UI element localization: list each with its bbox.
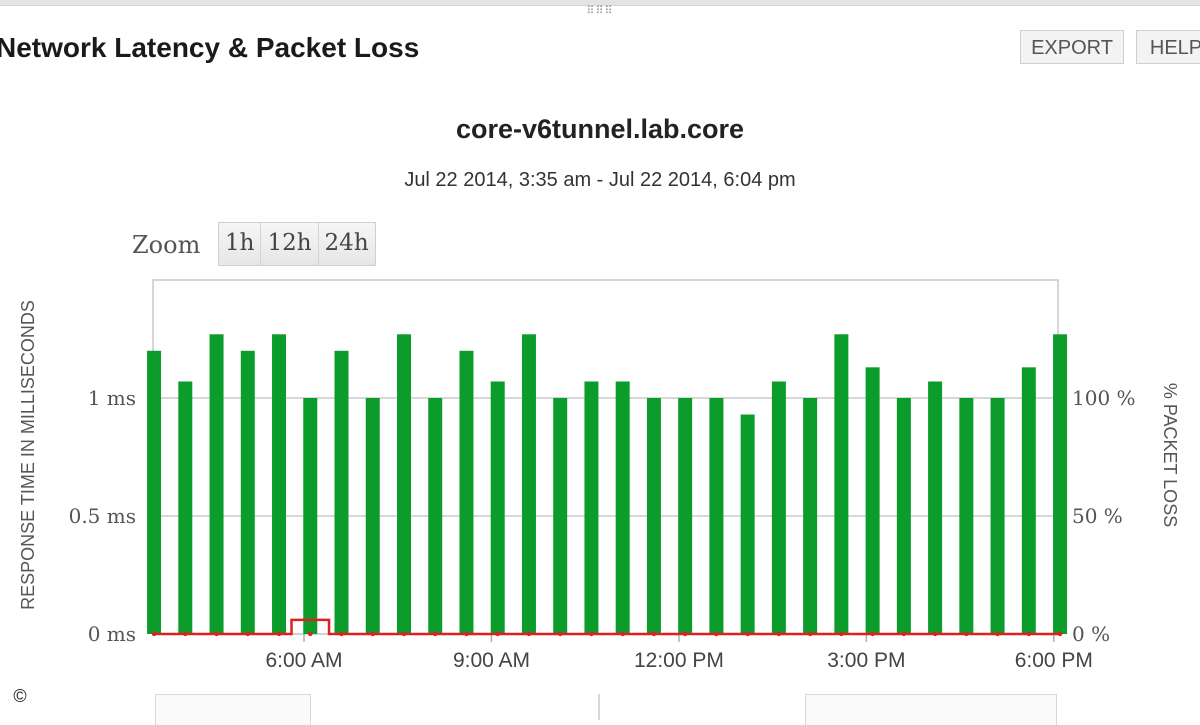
packet-loss-line — [154, 618, 1061, 636]
latency-bar — [1021, 367, 1036, 634]
y2-tick-label: 50 % — [1072, 504, 1123, 528]
packet-loss-point — [620, 631, 625, 637]
packet-loss-point — [932, 631, 938, 637]
packet-loss-point — [807, 631, 813, 637]
x-tick-label: 9:00 AM — [453, 649, 530, 672]
x-tick-label: 12:00 PM — [634, 649, 724, 672]
packet-loss-point — [870, 631, 875, 637]
latency-bar — [803, 398, 818, 634]
packet-loss-point — [1026, 631, 1032, 637]
packet-loss-point — [276, 631, 282, 637]
packet-loss-point — [245, 631, 250, 637]
packet-loss-point — [370, 631, 375, 637]
packet-loss-point — [1057, 631, 1063, 637]
latency-bar — [240, 350, 255, 634]
latency-bar — [459, 350, 474, 634]
zoom-button-group: 1h 12h 24h — [218, 222, 376, 266]
latency-bar — [678, 398, 693, 634]
latency-bar — [709, 398, 724, 634]
bottom-panel-right — [805, 694, 1057, 725]
export-button[interactable]: EXPORT — [1020, 30, 1124, 64]
packet-loss-point — [839, 631, 844, 637]
plot-area-frame — [152, 279, 1059, 635]
packet-loss-point — [745, 631, 750, 637]
bottom-divider — [598, 694, 600, 720]
latency-bar — [272, 334, 287, 634]
panel-top-border — [0, 0, 1200, 6]
packet-loss-point — [651, 631, 657, 637]
bottom-panel-left — [155, 694, 311, 725]
latency-bar — [178, 381, 193, 634]
packet-loss-point — [901, 631, 907, 637]
y-tick-label: 0.5 ms — [69, 504, 136, 528]
packet-loss-point — [433, 631, 438, 637]
packet-loss-point — [151, 631, 157, 637]
zoom-1h-button[interactable]: 1h — [219, 223, 262, 265]
packet-loss-point — [214, 631, 219, 637]
packet-loss-point — [495, 631, 500, 637]
packet-loss-point — [558, 631, 563, 637]
packet-loss-point — [964, 631, 969, 637]
panel-title: Network Latency & Packet Loss — [0, 32, 420, 63]
drag-handle-icon[interactable]: ⠿⠿⠿ — [586, 5, 614, 17]
x-tick-label: 6:00 AM — [265, 649, 342, 672]
y2-axis-title: % PACKET LOSS — [1160, 383, 1180, 527]
help-button[interactable]: HELP — [1136, 30, 1200, 64]
packet-loss-point — [401, 631, 407, 637]
latency-bar — [834, 334, 849, 634]
latency-bar — [209, 334, 224, 634]
latency-bar — [615, 381, 630, 634]
latency-bar — [365, 398, 380, 634]
latency-bar — [1053, 334, 1068, 634]
latency-bar — [334, 350, 349, 634]
zoom-24h-button[interactable]: 24h — [318, 223, 375, 265]
latency-bar — [553, 398, 568, 634]
packet-loss-point — [714, 631, 719, 637]
latency-bar — [584, 381, 599, 634]
packet-loss-point — [589, 631, 594, 637]
zoom-12h-button[interactable]: 12h — [261, 223, 319, 265]
latency-bar — [959, 398, 974, 634]
zoom-label: Zoom — [132, 231, 201, 259]
chart-title: core-v6tunnel.lab.core — [455, 114, 745, 144]
latency-bar — [303, 398, 318, 634]
latency-bar — [865, 367, 880, 634]
latency-bar — [521, 334, 536, 634]
chart-subtitle: Jul 22 2014, 3:35 am - Jul 22 2014, 6:04… — [404, 169, 796, 191]
packet-loss-point — [995, 631, 1000, 637]
latency-bar — [428, 398, 443, 634]
latency-bar — [771, 381, 786, 634]
latency-bar — [147, 350, 162, 634]
latency-bar — [646, 398, 661, 634]
y-tick-label: 0 ms — [88, 622, 136, 646]
latency-bar — [396, 334, 411, 634]
packet-loss-point — [776, 631, 782, 637]
latency-bar — [928, 381, 943, 634]
packet-loss-point — [308, 631, 313, 637]
copyright-mark: © — [8, 684, 32, 708]
latency-bar — [740, 414, 755, 634]
packet-loss-point — [183, 631, 188, 637]
packet-loss-point — [526, 631, 532, 637]
y-tick-label: 1 ms — [88, 386, 136, 410]
latency-bar — [490, 381, 505, 634]
latency-bar — [990, 398, 1005, 634]
x-tick-label: 6:00 PM — [1015, 649, 1093, 672]
packet-loss-point — [339, 631, 344, 637]
y-axis-title: RESPONSE TIME IN MILLISECONDS — [18, 300, 38, 610]
y2-tick-label: 0 % — [1072, 622, 1110, 646]
packet-loss-point — [464, 631, 469, 637]
x-tick-label: 3:00 PM — [827, 649, 905, 672]
y2-tick-label: 100 % — [1072, 386, 1136, 410]
latency-bar — [896, 398, 911, 634]
packet-loss-point — [682, 631, 688, 637]
